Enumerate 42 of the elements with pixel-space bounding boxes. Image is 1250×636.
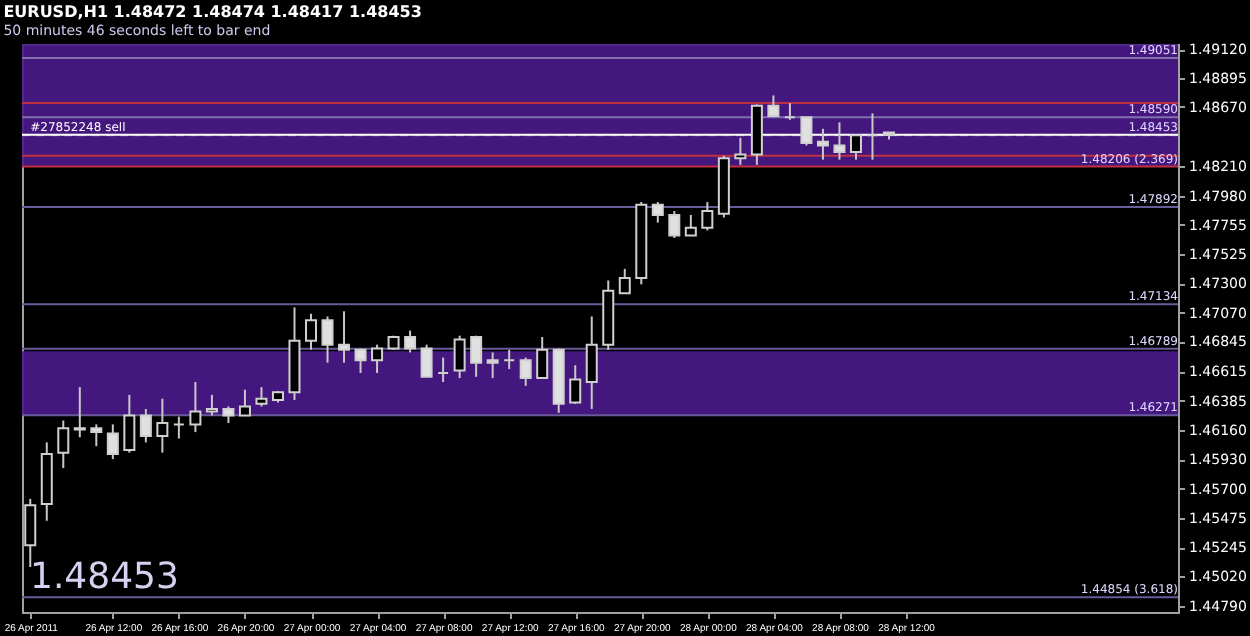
- candlestick: [205, 393, 218, 417]
- candlestick: [684, 213, 697, 237]
- candlestick: [156, 397, 169, 454]
- candlestick: [305, 312, 317, 351]
- candlestick: [57, 419, 70, 470]
- candlestick: [255, 386, 268, 408]
- candlestick: [849, 132, 862, 161]
- candlestick: [569, 364, 582, 405]
- candlestick: [800, 116, 813, 147]
- candlestick: [668, 210, 681, 240]
- candlestick: [354, 347, 367, 374]
- candlestick: [816, 127, 829, 161]
- candlestick: [833, 121, 846, 161]
- annotation: 1.48453: [30, 556, 179, 598]
- candlestick: [618, 267, 631, 295]
- candlestick: [701, 201, 714, 232]
- candlestick: [783, 102, 796, 121]
- candlestick: [420, 343, 433, 378]
- candlestick: [321, 315, 334, 364]
- candlestick: [437, 356, 450, 383]
- candlestick: [106, 423, 119, 461]
- candlestick: [189, 380, 202, 434]
- candlestick: [651, 201, 664, 224]
- candlestick: [734, 136, 747, 166]
- candlestick: [519, 356, 532, 387]
- candlestick: [238, 388, 251, 417]
- candlestick: [866, 112, 879, 161]
- candlestick: [172, 415, 185, 440]
- candlestick: [90, 423, 103, 448]
- candlestick: [486, 351, 499, 380]
- candlestick: [371, 343, 384, 374]
- candlestick: [585, 315, 598, 410]
- candlestick: [404, 329, 417, 354]
- candlestick: [470, 334, 483, 378]
- candlestick: [536, 336, 549, 380]
- candlestick: [123, 393, 136, 454]
- candlestick: [338, 310, 351, 364]
- candlestick: [73, 386, 86, 439]
- candlestick: [503, 348, 516, 371]
- chart-title: EURUSD,H1 1.48472 1.48474 1.48417 1.48453: [3, 3, 422, 22]
- candlestick: [139, 407, 152, 444]
- candlestick: [453, 334, 466, 380]
